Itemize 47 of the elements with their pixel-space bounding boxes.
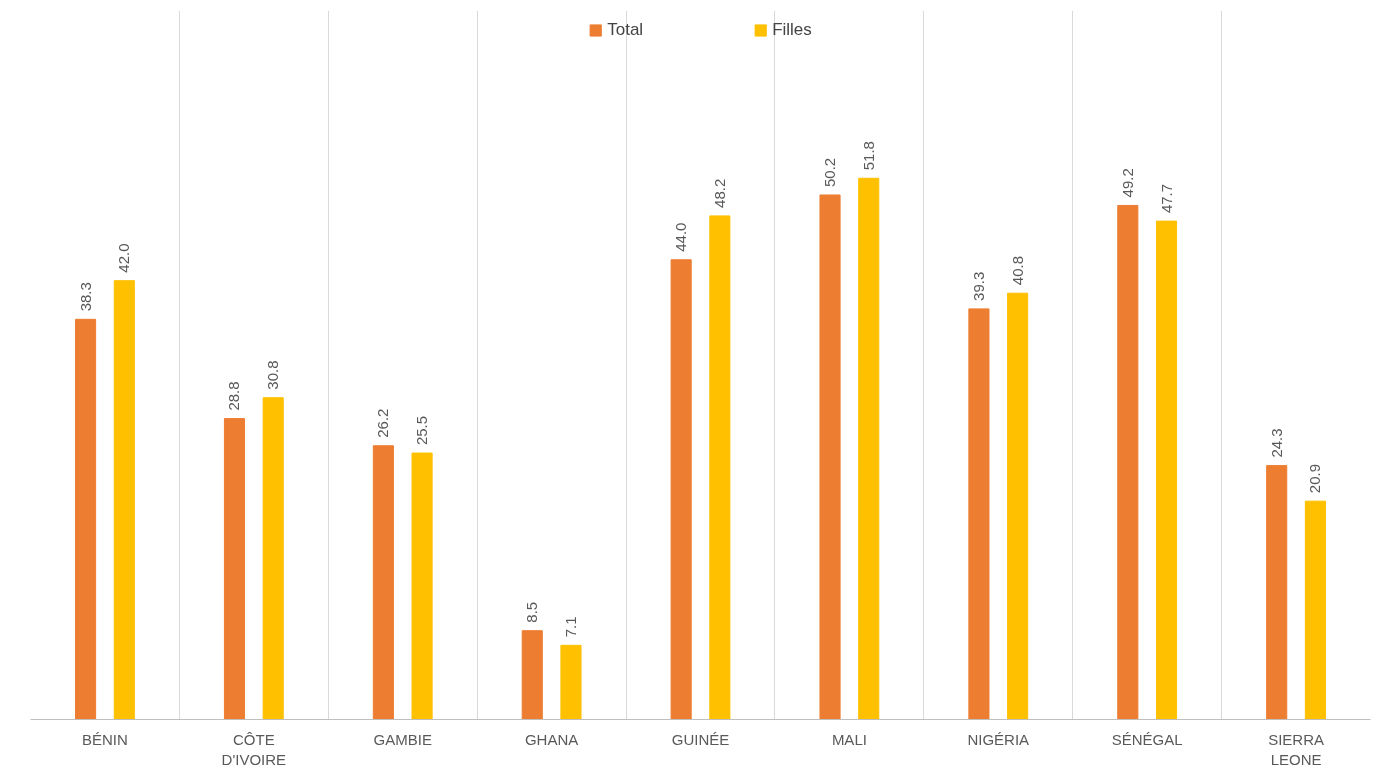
data-label: 8.5 [523,601,541,623]
bar [1007,292,1029,720]
bar [372,445,394,720]
bar [1155,220,1178,720]
data-label: 39.3 [969,271,987,301]
bar [521,630,543,720]
data-label: 20.9 [1306,463,1324,494]
bar [223,418,246,720]
bar [819,194,841,720]
x-tick-label: MALI [831,730,867,748]
x-tick-label: NIGÉRIA [967,730,1030,748]
x-tick-label: GAMBIE [373,730,432,748]
bar [1304,500,1326,720]
data-label: 40.8 [1008,256,1026,286]
x-tick-label: GUINÉE [671,730,730,748]
legend-label: Total [607,20,644,40]
x-tick-label: CÔTE D'IVOIRE [221,730,287,768]
bar [858,177,880,720]
data-label: 44.0 [672,222,690,252]
data-label: 51.8 [859,141,877,171]
x-tick-label: BÉNIN [82,730,128,748]
data-label: 48.2 [710,178,728,208]
data-label: 24.3 [1267,428,1285,458]
bar [262,397,284,720]
legend-label: Filles [772,20,812,40]
bar [1117,204,1139,720]
x-tick-label: SIERRA LEONE [1268,730,1324,768]
bar [1266,465,1288,720]
bar [411,452,433,720]
bar [709,215,731,720]
data-label: 38.3 [76,282,94,312]
bar [75,318,97,720]
bar [670,259,692,720]
bar [968,308,990,720]
data-label: 49.2 [1118,168,1136,198]
data-label: 28.8 [225,381,243,411]
x-tick-label: SÉNÉGAL [1111,730,1183,748]
data-label: 7.1 [561,616,579,638]
bar [113,280,135,720]
x-tick-label: GHANA [524,730,579,748]
data-label: 30.8 [264,360,282,390]
data-label: 50.2 [821,157,839,187]
bar [560,644,582,720]
data-label: 42.0 [115,243,133,273]
data-label: 47.7 [1157,183,1175,214]
data-label: 26.2 [374,408,392,438]
data-label: 25.5 [413,415,431,446]
